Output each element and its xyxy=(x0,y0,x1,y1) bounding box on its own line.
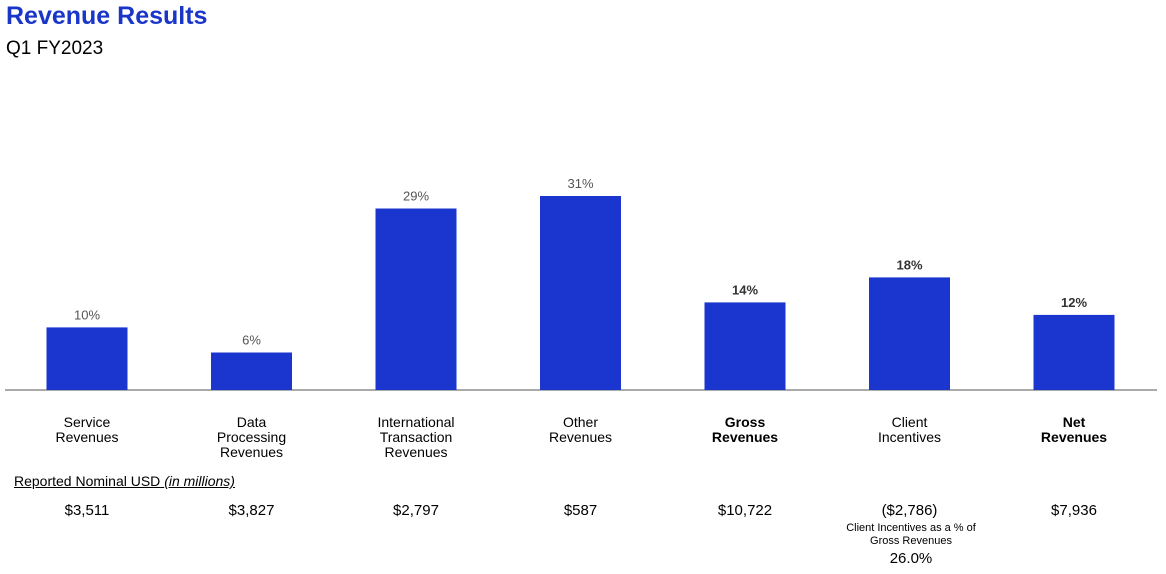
bar xyxy=(704,302,786,390)
bar-data-label: 31% xyxy=(567,176,593,191)
table-value: $10,722 xyxy=(717,502,773,519)
category-label: Service Revenues xyxy=(55,414,119,445)
units-note: (in millions) xyxy=(164,473,235,489)
bar xyxy=(46,327,128,390)
category-label: Net Revenues xyxy=(1040,414,1108,445)
category-label: Data Processing Revenues xyxy=(216,414,287,460)
bar-data-label: 12% xyxy=(1061,295,1087,310)
bar xyxy=(375,208,457,390)
units-label: Reported Nominal USD (in millions) xyxy=(14,473,235,489)
bar-data-label: 10% xyxy=(74,307,100,322)
bar xyxy=(540,196,621,390)
bar-data-label: 6% xyxy=(242,333,261,348)
bar xyxy=(1033,314,1115,390)
table-value: $2,797 xyxy=(393,502,439,519)
client-incentives-percent: 26.0% xyxy=(889,550,933,567)
category-label: International Transaction Revenues xyxy=(377,414,455,460)
table-value: $3,511 xyxy=(64,502,110,519)
table-value: ($2,786) xyxy=(881,502,938,519)
page-subtitle: Q1 FY2023 xyxy=(6,38,104,59)
page-title: Revenue Results xyxy=(6,2,208,30)
client-incentives-note: Client Incentives as a % of Gross Revenu… xyxy=(846,522,976,547)
bar-data-label: 29% xyxy=(403,189,429,204)
bar-data-label: 14% xyxy=(732,282,758,297)
category-label: Gross Revenues xyxy=(711,414,779,445)
bar-data-label: 18% xyxy=(896,257,922,272)
bar xyxy=(211,352,292,390)
table-value: $3,827 xyxy=(228,502,275,519)
units-label-text: Reported Nominal USD xyxy=(14,473,161,489)
table-value: $7,936 xyxy=(1051,502,1097,519)
category-label: Client Incentives xyxy=(877,414,942,445)
category-label: Other Revenues xyxy=(548,414,613,445)
bar xyxy=(869,277,950,390)
revenue-bar-chart: 10% 6% 29% 31% 14% 18% 12% xyxy=(5,176,1157,391)
table-value: $587 xyxy=(563,502,598,519)
